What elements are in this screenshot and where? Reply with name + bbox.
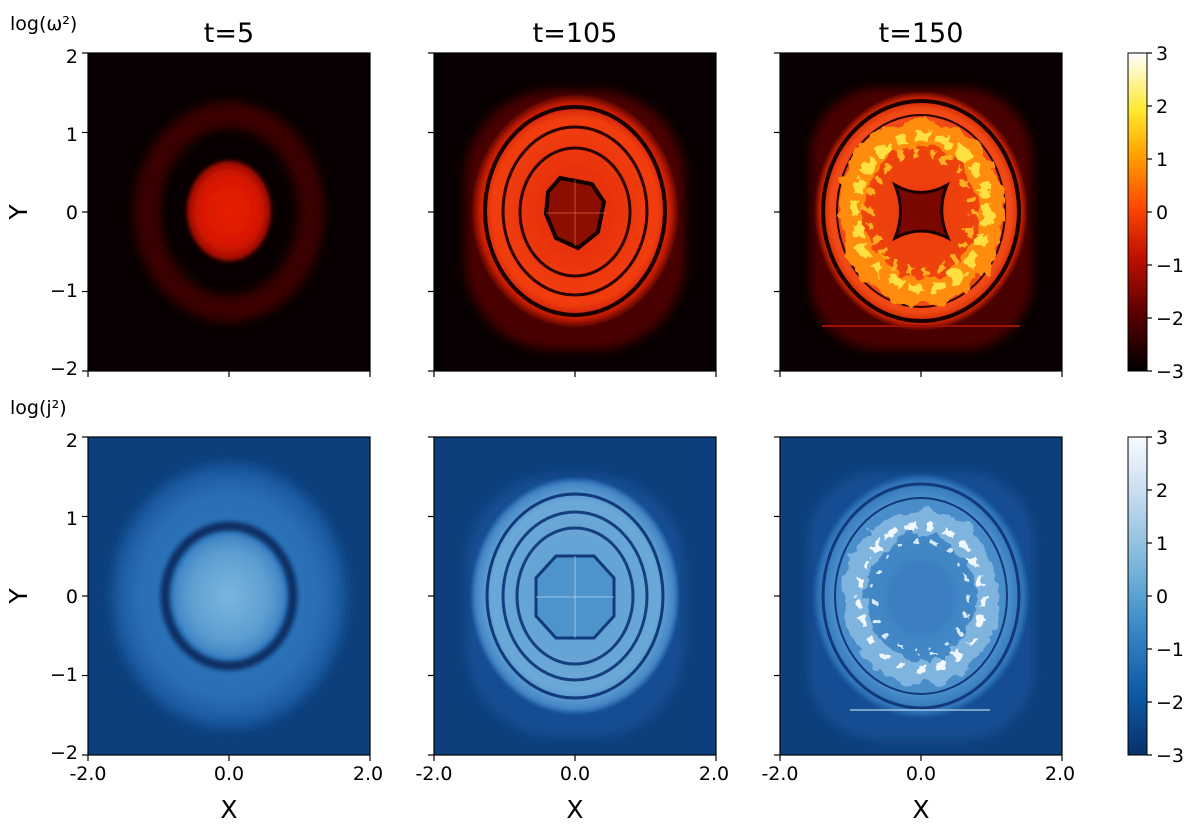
colorbar-tick-label: −2 [1156, 692, 1184, 714]
colorbar-tick-label: 3 [1156, 43, 1168, 65]
x-tick-label: 0.0 [560, 763, 590, 785]
contour-line [834, 497, 1008, 695]
contour-line [836, 114, 1006, 308]
y-tick-label: 1 [66, 508, 78, 530]
contour-line [501, 125, 649, 297]
column-title-t150: t=150 [879, 18, 964, 49]
bright-core [173, 534, 285, 658]
x-tick-labels: -2.0 0.0 2.0 -2.0 0.0 2.0 -2.0 0.0 2.0 [69, 763, 1075, 785]
row-label-omega2: log(ω²) [10, 13, 77, 35]
x-tick-label: 2.0 [1045, 763, 1075, 785]
contour-line [821, 482, 1021, 710]
column-title-t105: t=105 [533, 18, 618, 49]
colorbar-ticks-top: 3 2 1 0 −1 −2 −3 [1156, 43, 1184, 383]
x-tick-label: 2.0 [699, 763, 729, 785]
y-tick-label: 0 [66, 202, 78, 224]
column-title-t5: t=5 [204, 18, 254, 49]
colorbar-tick-label: 0 [1156, 202, 1168, 224]
colorbar-gradient [1127, 436, 1148, 756]
contour-line [821, 99, 1021, 323]
y-tick-labels-row1: 2 1 0 −1 −2 [50, 46, 78, 380]
y-tick-label: −1 [50, 664, 78, 686]
core-blob [187, 161, 271, 261]
colorbar-tick-label: 1 [1156, 149, 1168, 171]
colorbar-tick-label: −3 [1156, 361, 1184, 383]
panel-omega2-t150 [780, 53, 1062, 371]
x-tick-label: -2.0 [415, 763, 452, 785]
colorbar-tick-label: 2 [1156, 96, 1168, 118]
x-tick-label: 0.0 [214, 763, 244, 785]
x-tick-label: -2.0 [69, 763, 106, 785]
y-axis-label-row2: Y [4, 588, 33, 605]
panel-j2-t150 [780, 437, 1062, 755]
panel-omega2-t5 [88, 53, 370, 371]
x-tick-label: -2.0 [761, 763, 798, 785]
colorbar-tick-label: −1 [1156, 639, 1184, 661]
outer-ring [134, 102, 324, 322]
dark-ring [160, 521, 298, 671]
contour-line [483, 105, 667, 317]
x-axis-label: X [566, 795, 583, 824]
y-axis-label-row1: Y [4, 204, 33, 221]
y-tick-label: −2 [50, 358, 78, 380]
axis-ticks [82, 52, 1152, 761]
core-region [887, 560, 955, 636]
turbulent-filaments [856, 522, 986, 672]
colorbar-gradient [1127, 52, 1148, 372]
panel-j2-t5 [88, 437, 370, 755]
x-tick-label: 0.0 [906, 763, 936, 785]
contour-line [515, 526, 635, 666]
colorbar-tick-label: 3 [1156, 427, 1168, 449]
colorbar-omega2 [1127, 52, 1148, 372]
y-tick-labels-row2: 2 1 0 −1 −2 [50, 430, 78, 764]
turbulent-filaments [850, 131, 992, 293]
y-tick-label: −1 [50, 280, 78, 302]
colorbar-tick-label: 1 [1156, 533, 1168, 555]
colorbar-ticks-bottom: 3 2 1 0 −1 −2 −3 [1156, 427, 1184, 767]
y-tick-label: 2 [66, 46, 78, 68]
star-core [891, 181, 952, 242]
x-tick-label: 2.0 [353, 763, 383, 785]
contour-line [501, 510, 649, 682]
contour-line [518, 146, 632, 278]
y-tick-label: 2 [66, 430, 78, 452]
x-axis-label: X [912, 795, 929, 824]
colorbar-j2 [1127, 436, 1148, 756]
panel-omega2-t105 [434, 53, 716, 371]
colorbar-tick-label: −3 [1156, 745, 1184, 767]
y-tick-label: −2 [50, 742, 78, 764]
y-tick-label: 1 [66, 124, 78, 146]
colorbar-tick-label: −2 [1156, 308, 1184, 330]
x-axis-label: X [220, 795, 237, 824]
colorbar-tick-label: 2 [1156, 480, 1168, 502]
turbulent-annulus [843, 509, 999, 685]
row-label-j2: log(j²) [10, 397, 67, 419]
colorbar-tick-label: −1 [1156, 255, 1184, 277]
y-tick-label: 0 [66, 586, 78, 608]
contour-line [485, 492, 665, 700]
panel-j2-t105 [434, 437, 716, 755]
colorbar-tick-label: 0 [1156, 586, 1168, 608]
